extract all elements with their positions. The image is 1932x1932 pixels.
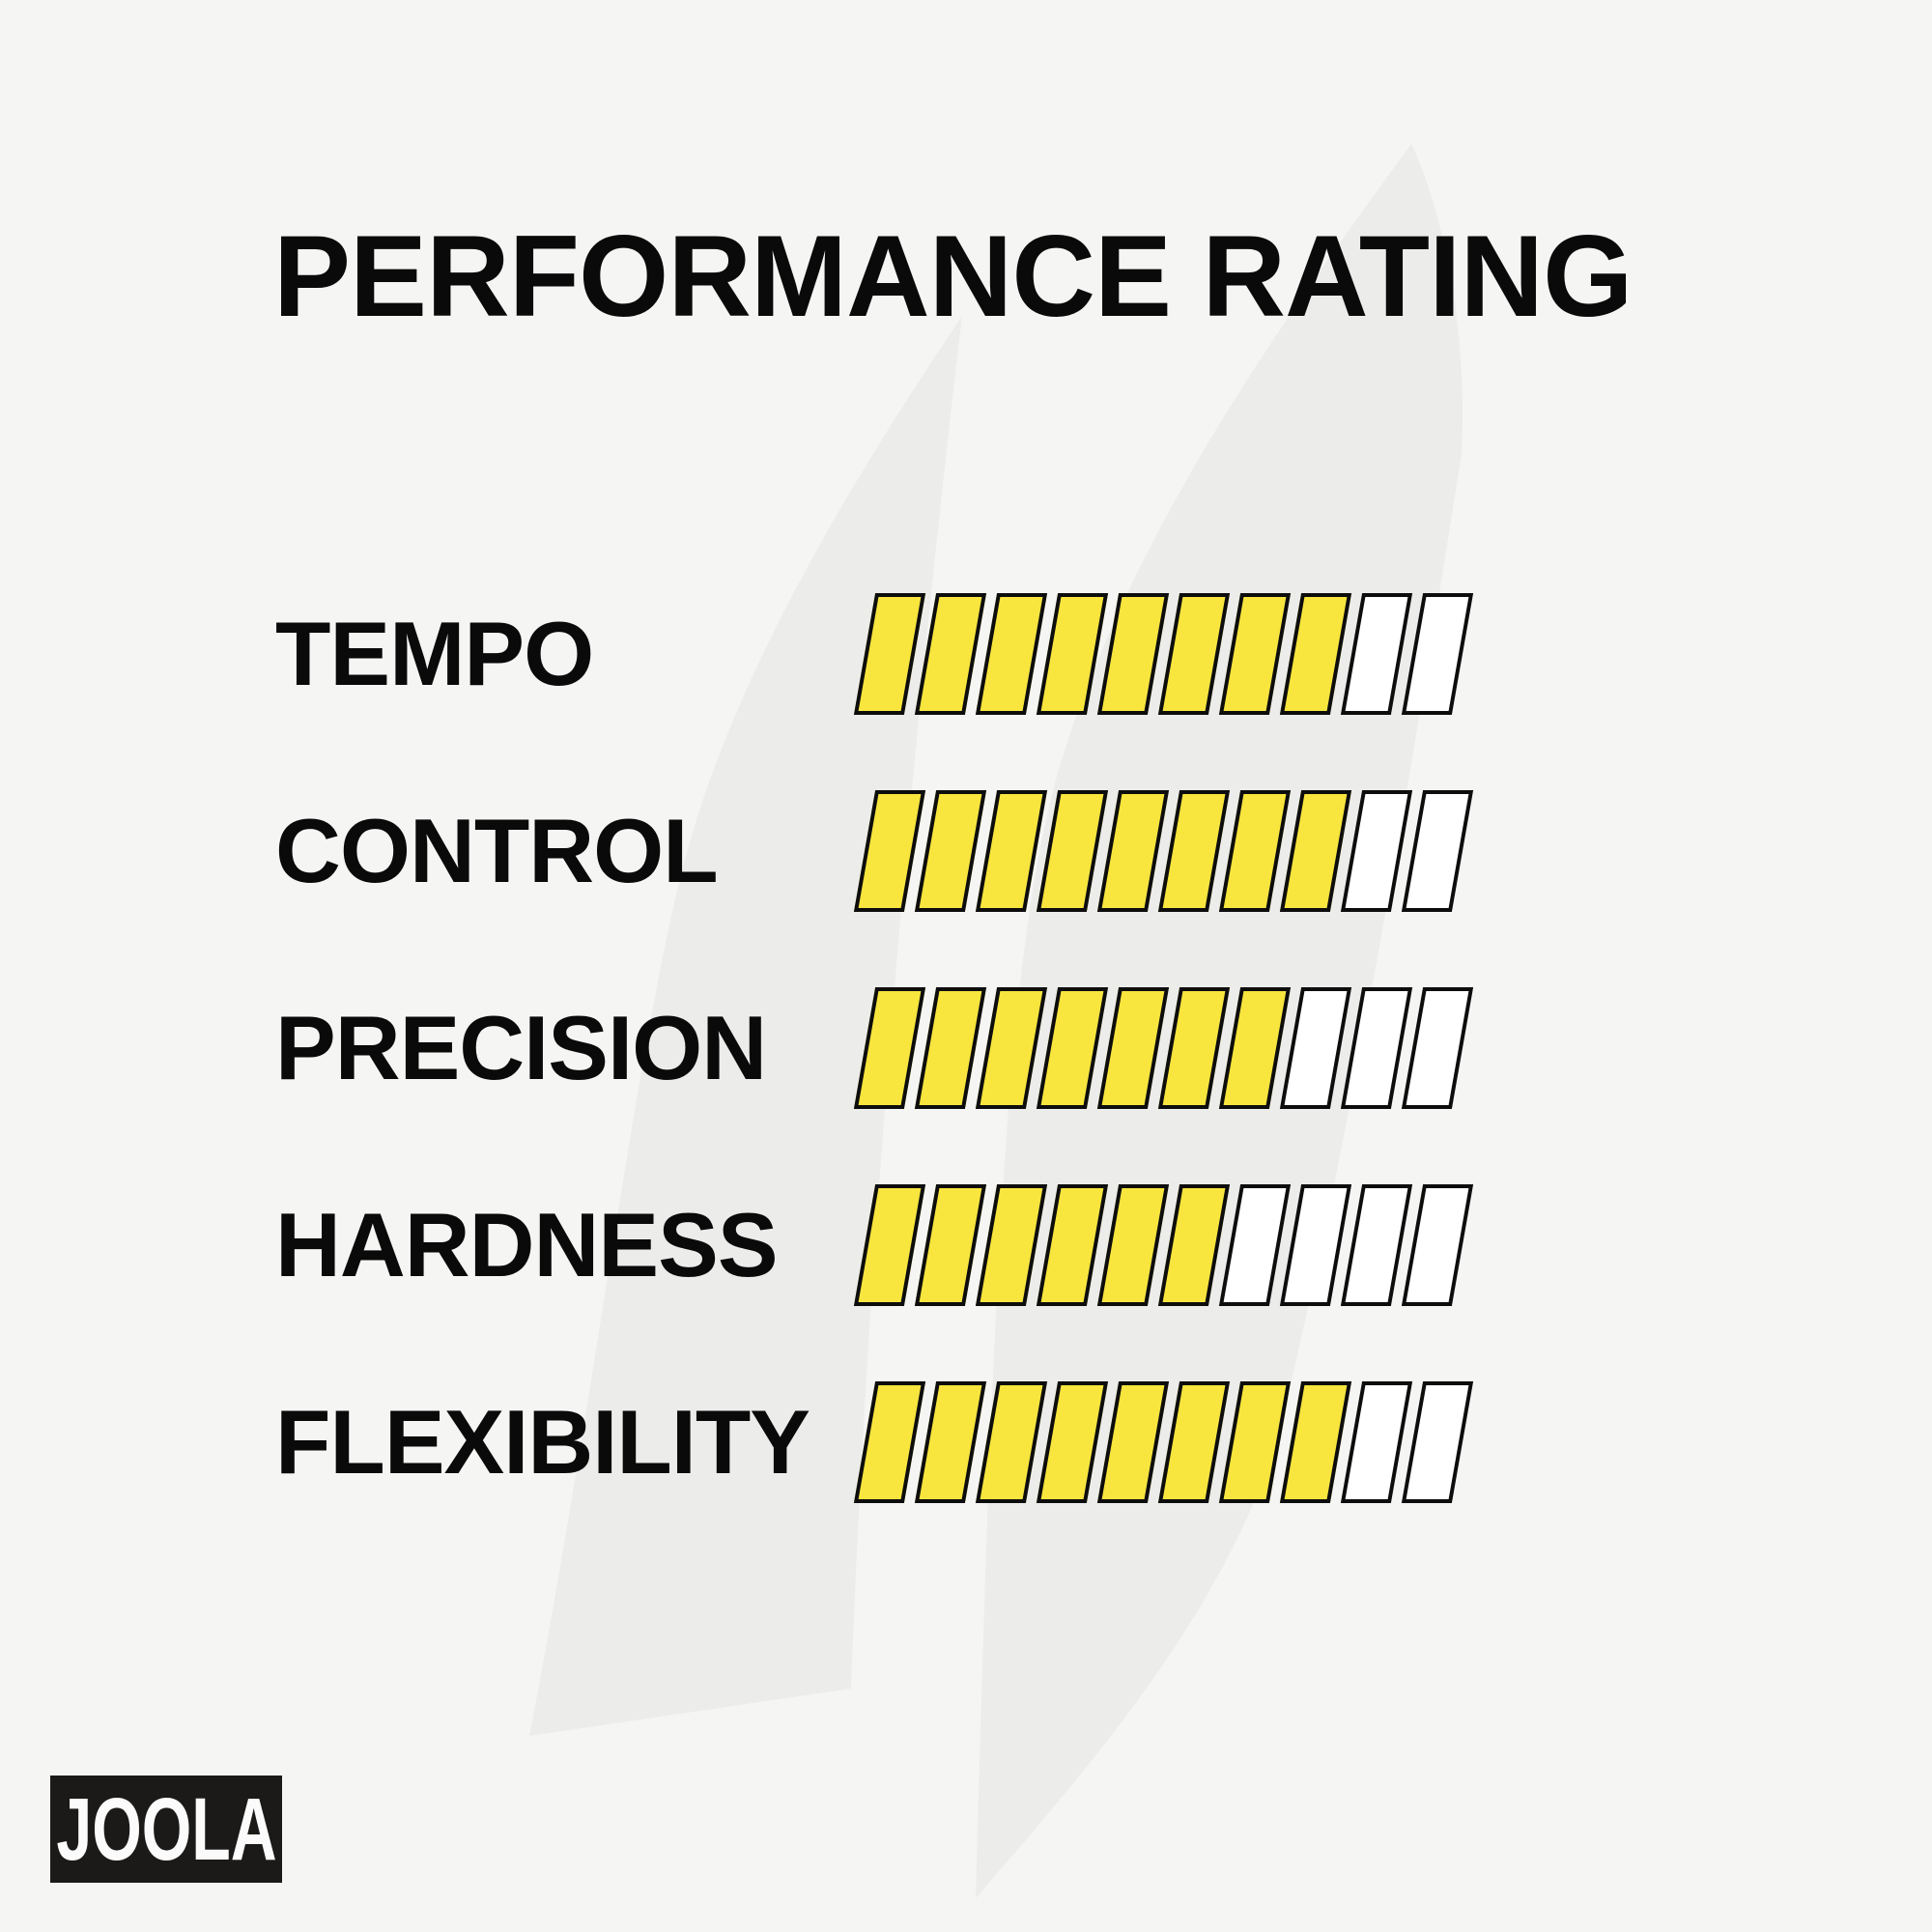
bar-segment-filled — [853, 1184, 926, 1306]
bar-segment-filled — [1157, 1381, 1231, 1503]
bar-segment-empty — [1218, 1184, 1292, 1306]
bar-segment-filled — [914, 1184, 987, 1306]
bar-segment-filled — [914, 987, 987, 1109]
bar-segment-filled — [1157, 593, 1231, 715]
bar-segment-filled — [975, 987, 1048, 1109]
bar-segment-empty — [1401, 1184, 1474, 1306]
bar-segment-filled — [1157, 790, 1231, 912]
rating-bar — [853, 1184, 1474, 1306]
rating-bar — [853, 790, 1474, 912]
bar-segment-empty — [1279, 1184, 1352, 1306]
bar-segment-filled — [853, 987, 926, 1109]
rating-label: CONTROL — [275, 800, 719, 901]
bar-segment-empty — [1340, 1184, 1413, 1306]
bar-segment-filled — [975, 593, 1048, 715]
rating-label: FLEXIBILITY — [275, 1391, 810, 1492]
bar-segment-empty — [1340, 593, 1413, 715]
rating-label: PRECISION — [275, 997, 767, 1098]
rating-label: HARDNESS — [275, 1194, 779, 1295]
bar-segment-filled — [853, 593, 926, 715]
bar-segment-filled — [1096, 987, 1170, 1109]
bar-segment-empty — [1401, 593, 1474, 715]
rating-bar — [853, 593, 1474, 715]
rating-bar — [853, 987, 1474, 1109]
bar-segment-filled — [1036, 1381, 1109, 1503]
page-title: PERFORMANCE RATING — [273, 212, 1633, 341]
bar-segment-filled — [1157, 987, 1231, 1109]
bar-segment-filled — [853, 1381, 926, 1503]
bar-segment-filled — [975, 1184, 1048, 1306]
bar-segment-filled — [1279, 1381, 1352, 1503]
joola-logo-text: JOOLA — [55, 1779, 277, 1879]
watermark-left-stripe — [529, 316, 962, 1736]
bar-segment-filled — [853, 790, 926, 912]
bar-segment-filled — [1036, 790, 1109, 912]
bar-segment-filled — [1279, 790, 1352, 912]
bar-segment-filled — [1036, 593, 1109, 715]
bar-segment-filled — [1096, 790, 1170, 912]
bar-segment-filled — [914, 593, 987, 715]
rating-rows: TEMPO CONTROL PRECISION HARDNESS FLEXIBILITY — [275, 555, 1666, 1541]
bar-segment-filled — [1218, 987, 1292, 1109]
bar-segment-filled — [1096, 1184, 1170, 1306]
bar-segment-empty — [1401, 1381, 1474, 1503]
bar-segment-filled — [1279, 593, 1352, 715]
bar-segment-empty — [1401, 790, 1474, 912]
bar-segment-filled — [1218, 790, 1292, 912]
bar-segment-filled — [1218, 593, 1292, 715]
bar-segment-empty — [1401, 987, 1474, 1109]
bar-segment-filled — [914, 1381, 987, 1503]
bar-segment-filled — [1036, 987, 1109, 1109]
bar-segment-filled — [914, 790, 987, 912]
joola-logo: JOOLA — [50, 1776, 282, 1883]
bar-segment-filled — [975, 790, 1048, 912]
bar-segment-filled — [1096, 1381, 1170, 1503]
rating-label: TEMPO — [275, 603, 594, 704]
rating-bar — [853, 1381, 1474, 1503]
rating-row: HARDNESS — [275, 1147, 1666, 1344]
bar-segment-empty — [1340, 790, 1413, 912]
rating-row: PRECISION — [275, 950, 1666, 1147]
bar-segment-filled — [1096, 593, 1170, 715]
bar-segment-filled — [1157, 1184, 1231, 1306]
rating-row: TEMPO — [275, 555, 1666, 753]
bar-segment-filled — [1036, 1184, 1109, 1306]
bar-segment-empty — [1279, 987, 1352, 1109]
bar-segment-filled — [1218, 1381, 1292, 1503]
bar-segment-empty — [1340, 987, 1413, 1109]
rating-row: CONTROL — [275, 753, 1666, 950]
rating-row: FLEXIBILITY — [275, 1344, 1666, 1541]
bar-segment-filled — [975, 1381, 1048, 1503]
bar-segment-empty — [1340, 1381, 1413, 1503]
